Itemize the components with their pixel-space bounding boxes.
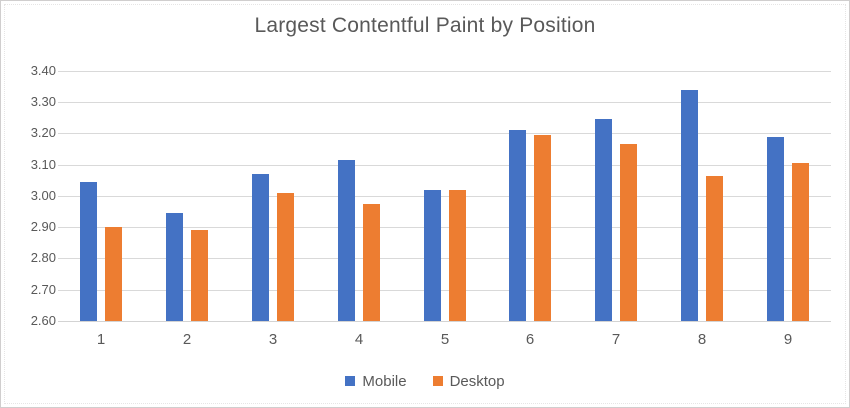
gridline bbox=[58, 258, 831, 259]
y-tick-label: 3.40 bbox=[30, 63, 56, 78]
chart-title: Largest Contentful Paint by Position bbox=[254, 14, 596, 37]
gridline bbox=[58, 196, 831, 197]
legend-label: Mobile bbox=[362, 372, 407, 390]
legend: Mobile Desktop bbox=[1, 371, 849, 391]
y-tick-label: 2.90 bbox=[30, 219, 56, 234]
gridline bbox=[58, 290, 831, 291]
bar-desktop-4 bbox=[363, 204, 380, 321]
bar-mobile-9 bbox=[767, 137, 784, 321]
y-tick-label: 3.20 bbox=[30, 125, 56, 140]
bar-desktop-8 bbox=[706, 176, 723, 321]
bar-desktop-7 bbox=[620, 144, 637, 321]
x-category-label: 6 bbox=[525, 331, 535, 348]
x-category-label: 7 bbox=[611, 331, 621, 348]
x-category-label: 2 bbox=[182, 331, 192, 348]
bar-mobile-1 bbox=[80, 182, 97, 321]
gridline bbox=[58, 165, 831, 166]
bar-mobile-5 bbox=[424, 190, 441, 321]
bar-mobile-8 bbox=[681, 90, 698, 321]
y-tick-label: 3.10 bbox=[30, 157, 56, 172]
x-axis-line bbox=[58, 321, 831, 322]
legend-item-desktop: Desktop bbox=[432, 372, 505, 390]
gridline bbox=[58, 71, 831, 72]
bar-mobile-3 bbox=[252, 174, 269, 321]
y-tick-label: 3.00 bbox=[30, 188, 56, 203]
x-category-label: 4 bbox=[354, 331, 364, 348]
gridline bbox=[58, 227, 831, 228]
legend-item-mobile: Mobile bbox=[345, 372, 407, 390]
x-category-label: 9 bbox=[783, 331, 793, 348]
y-tick-label: 2.80 bbox=[30, 250, 56, 265]
y-tick-label: 2.70 bbox=[30, 282, 56, 297]
bar-mobile-4 bbox=[338, 160, 355, 321]
y-tick-label: 2.60 bbox=[30, 313, 56, 328]
bar-mobile-2 bbox=[166, 213, 183, 321]
bar-mobile-7 bbox=[595, 119, 612, 321]
legend-swatch-desktop bbox=[432, 376, 443, 386]
bar-desktop-1 bbox=[105, 227, 122, 321]
x-category-label: 3 bbox=[268, 331, 278, 348]
bar-desktop-2 bbox=[191, 230, 208, 321]
legend-label: Desktop bbox=[449, 372, 505, 390]
bar-desktop-9 bbox=[792, 163, 809, 321]
bar-desktop-5 bbox=[449, 190, 466, 321]
x-category-label: 5 bbox=[440, 331, 450, 348]
bar-mobile-6 bbox=[509, 130, 526, 321]
bar-desktop-3 bbox=[277, 193, 294, 321]
gridline bbox=[58, 102, 831, 103]
x-category-label: 1 bbox=[96, 331, 106, 348]
legend-swatch-mobile bbox=[345, 376, 356, 386]
bar-desktop-6 bbox=[534, 135, 551, 321]
y-tick-label: 3.30 bbox=[30, 94, 56, 109]
gridline bbox=[58, 133, 831, 134]
plot-area bbox=[58, 71, 831, 322]
x-category-label: 8 bbox=[697, 331, 707, 348]
